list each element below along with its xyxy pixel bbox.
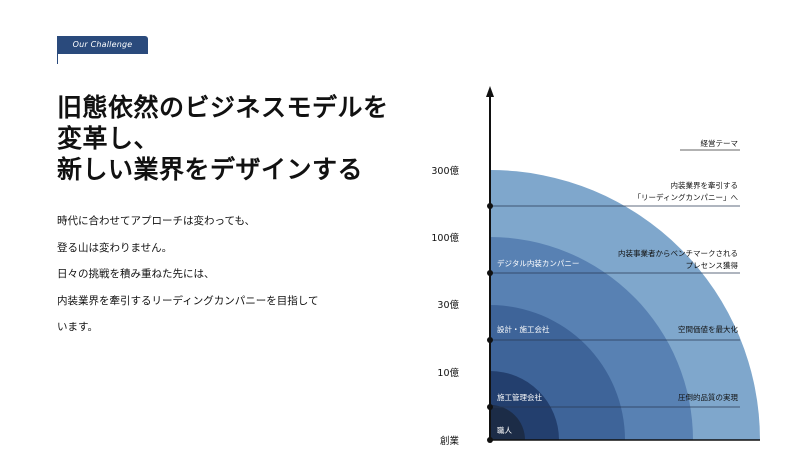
theme-label: 圧倒的品質の実現 <box>678 392 738 402</box>
ring-1 <box>490 405 525 440</box>
axis-dot <box>487 437 493 443</box>
y-axis-arrow <box>486 86 494 97</box>
stage-label: 職人 <box>497 426 512 435</box>
body-line: 日々の挑戦を積み重ねた先には、 <box>57 268 215 280</box>
theme-label: 「リーディングカンパニー」へ <box>634 192 739 202</box>
stage-label: 施工管理会社 <box>497 392 542 402</box>
body-text: 時代に合わせてアプローチは変わっても、 登る山は変わりません。 日々の挑戦を積み… <box>57 208 318 341</box>
body-line: 時代に合わせてアプローチは変わっても、 <box>57 215 256 227</box>
body-line: 内装業界を牽引するリーディングカンパニーを目指して <box>57 294 319 307</box>
tick-label: 300億 <box>431 165 459 177</box>
axis-dot <box>487 270 493 276</box>
headline: 旧態依然のビジネスモデルを 変革し、 新しい業界をデザインする <box>57 92 389 185</box>
theme-label: 空間価値を最大化 <box>678 324 738 334</box>
body-line: 登る山は変わりません。 <box>57 241 173 254</box>
tick-label: 100億 <box>431 232 459 244</box>
headline-line: 変革し、 <box>57 124 160 153</box>
axis-dot <box>487 203 493 209</box>
theme-label: 内装業界を牽引する <box>671 180 739 190</box>
our-challenge-badge: Our Challenge <box>57 36 148 54</box>
theme-label: 内装事業者からベンチマークされる <box>618 248 738 258</box>
headline-line: 新しい業界をデザインする <box>57 155 364 184</box>
axis-dot <box>487 404 493 410</box>
axis-dot <box>487 337 493 343</box>
badge-line <box>57 54 58 64</box>
body-line: います。 <box>57 321 98 333</box>
theme-header: 経営テーマ <box>701 138 739 148</box>
stage-label: 設計・施工会社 <box>497 324 550 334</box>
headline-line: 旧態依然のビジネスモデルを <box>57 93 389 122</box>
tick-label: 10億 <box>437 367 459 379</box>
tick-label: 創業 <box>440 435 460 447</box>
stage-label: デジタル内装カンパニー <box>497 258 579 268</box>
tick-label: 30億 <box>437 299 459 311</box>
theme-label: プレセンス獲得 <box>686 260 739 270</box>
